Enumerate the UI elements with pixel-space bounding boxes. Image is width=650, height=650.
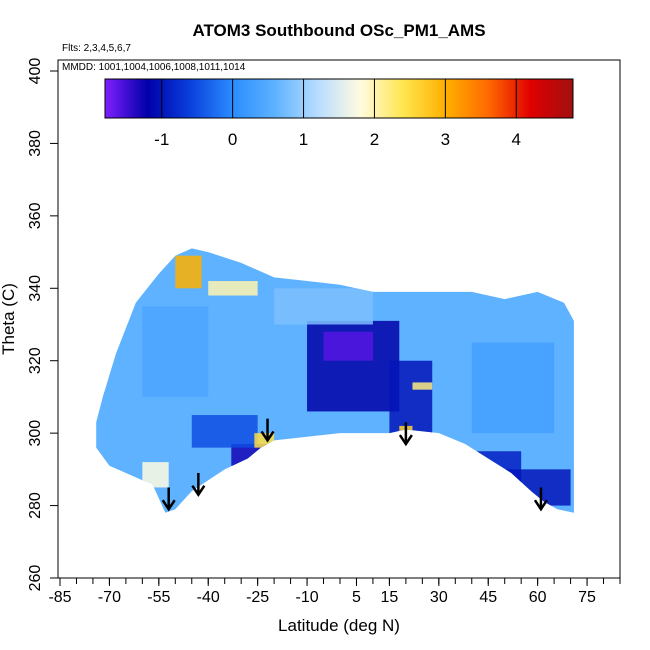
heatmap-cell [175,255,202,289]
heatmap-cell [142,306,209,397]
x-tick-label: -70 [98,589,121,606]
chart-title: ATOM3 Southbound OSc_PM1_AMS [192,21,485,40]
y-axis-label: Theta (C) [0,283,18,355]
x-tick-label: 30 [430,589,448,606]
heatmap-cell [389,360,433,434]
colorbar-tick-label: 3 [441,130,450,149]
heatmap-cell [455,451,522,499]
heatmap-cell [274,288,373,325]
x-tick-label: 5 [352,589,361,606]
colorbar-ticks: -1 0 1 2 3 4 [154,79,521,149]
x-tick-label: 60 [529,589,547,606]
x-tick-label: -55 [147,589,170,606]
heatmap-cell [208,281,258,296]
x-tick-label: -10 [295,589,318,606]
y-tick-label: 320 [27,347,44,374]
x-tick-label: -85 [48,589,71,606]
arrows [161,418,548,512]
y-tick-label: 360 [27,202,44,229]
x-tick-label: -40 [197,589,220,606]
y-tick-label: 380 [27,130,44,157]
x-tick-label: 45 [479,589,497,606]
colorbar [104,78,574,119]
y-tick-label: 300 [27,420,44,447]
arrow-head [161,499,176,512]
flights-label: Flts: 2,3,4,5,6,7 [62,43,131,54]
heatmap-cell [471,342,555,434]
dates-label: MMDD: 1001,1004,1006,1008,1011,1014 [62,62,246,73]
heatmap-cell [412,382,433,390]
heatmap-cell [323,331,373,361]
colorbar-tick-label: 2 [370,130,379,149]
colorbar-tick-label: -1 [154,130,169,149]
plot-frame [57,59,621,579]
y-tick-label: 340 [27,275,44,302]
heatmap-cell [142,462,169,488]
heatmap-cell [191,415,258,448]
x-tick-label: 15 [381,589,399,606]
colorbar-tick-label: 4 [512,130,521,149]
x-tick-label: -25 [246,589,269,606]
y-tick-label: 280 [27,492,44,519]
y-axis: 260 280 300 320 340 360 380 400 [27,58,58,592]
colorbar-tick-label: 0 [228,130,237,149]
arrow-head [398,434,413,447]
y-tick-label: 400 [27,58,44,85]
arrow-head [533,499,548,512]
x-axis: -85 -70 -55 -40 -25 -10 5 15 30 45 60 75 [48,578,621,606]
arrow-head [260,430,275,443]
heatmap-cell [504,469,571,506]
x-tick-label: 75 [578,589,596,606]
arrow-head [191,485,206,497]
colorbar-tick-label: 1 [299,130,308,149]
x-axis-label: Latitude (deg N) [278,616,400,635]
y-tick-label: 260 [27,565,44,592]
